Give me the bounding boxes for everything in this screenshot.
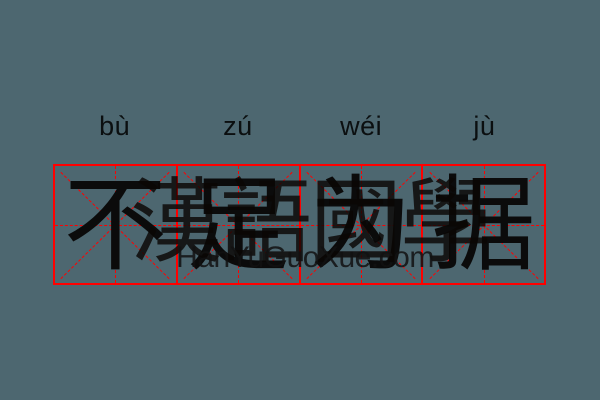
pinyin-row: bù zú wéi jù bbox=[53, 103, 546, 149]
character-glyph-4: 据 bbox=[431, 163, 536, 286]
character-grid: 不 足 为 据 bbox=[53, 164, 546, 285]
grid-cell-2: 足 bbox=[177, 163, 301, 286]
grid-cell-4: 据 bbox=[423, 166, 544, 283]
grid-cell-3: 为 bbox=[300, 163, 424, 286]
character-glyph-1: 不 bbox=[63, 163, 168, 286]
pinyin-label-3: wéi bbox=[340, 110, 383, 141]
character-glyph-2: 足 bbox=[186, 163, 291, 286]
character-glyph-3: 为 bbox=[308, 163, 413, 286]
grid-cell-1: 不 bbox=[55, 166, 178, 283]
pinyin-label-2: zú bbox=[223, 110, 253, 141]
pinyin-label-4: jù bbox=[473, 110, 496, 141]
pinyin-label-1: bù bbox=[99, 110, 131, 141]
